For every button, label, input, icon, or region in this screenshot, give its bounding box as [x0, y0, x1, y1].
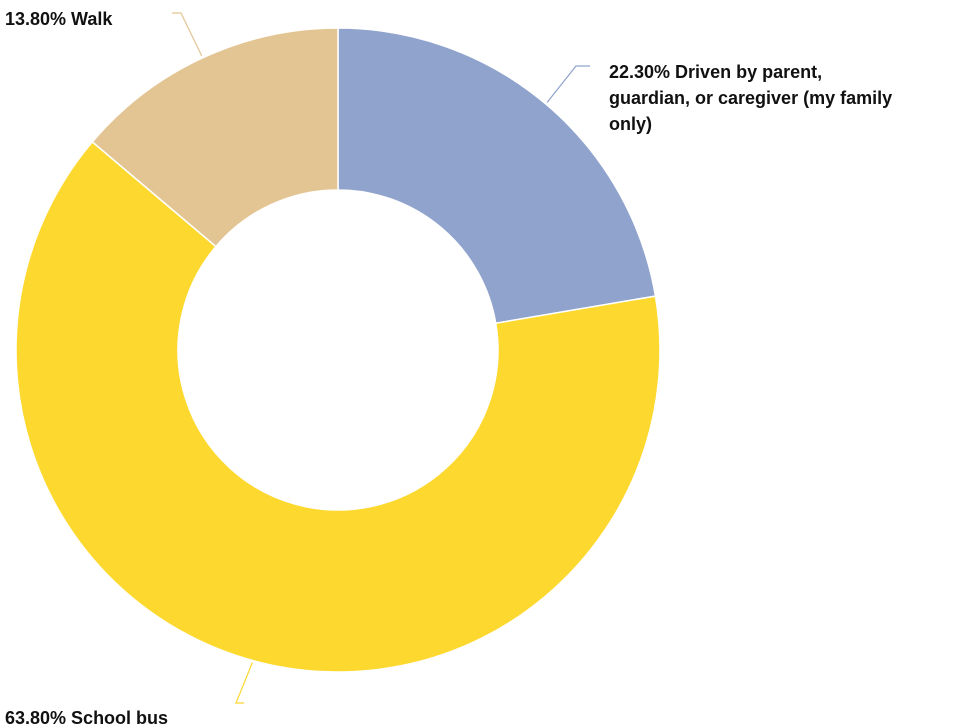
- leader-line-2: [172, 12, 203, 57]
- leader-line-1: [235, 662, 253, 704]
- slice-label-line: 13.80% Walk: [5, 9, 113, 29]
- slice-label-1: 63.80% School bus: [5, 708, 168, 726]
- donut-slice-school-1: [15, 140, 661, 673]
- donut-slices: [15, 27, 661, 673]
- leader-line-0: [546, 65, 590, 103]
- slice-label-line: 63.80% School bus: [5, 708, 168, 726]
- leader-lines: [172, 12, 590, 704]
- slice-label-0: 22.30% Driven by parent, guardian, or car…: [609, 62, 892, 134]
- slice-label-line: 22.30% Driven by parent,: [609, 62, 822, 82]
- slice-labels: 22.30% Driven by parent, guardian, or car…: [5, 9, 892, 726]
- slice-label-line: only): [609, 114, 652, 134]
- slice-label-line: guardian, or caregiver (my family: [609, 88, 892, 108]
- donut-slice-walk-2: [91, 27, 339, 248]
- slice-label-2: 13.80% Walk: [5, 9, 113, 29]
- donut-slice-driven-0: [337, 27, 657, 325]
